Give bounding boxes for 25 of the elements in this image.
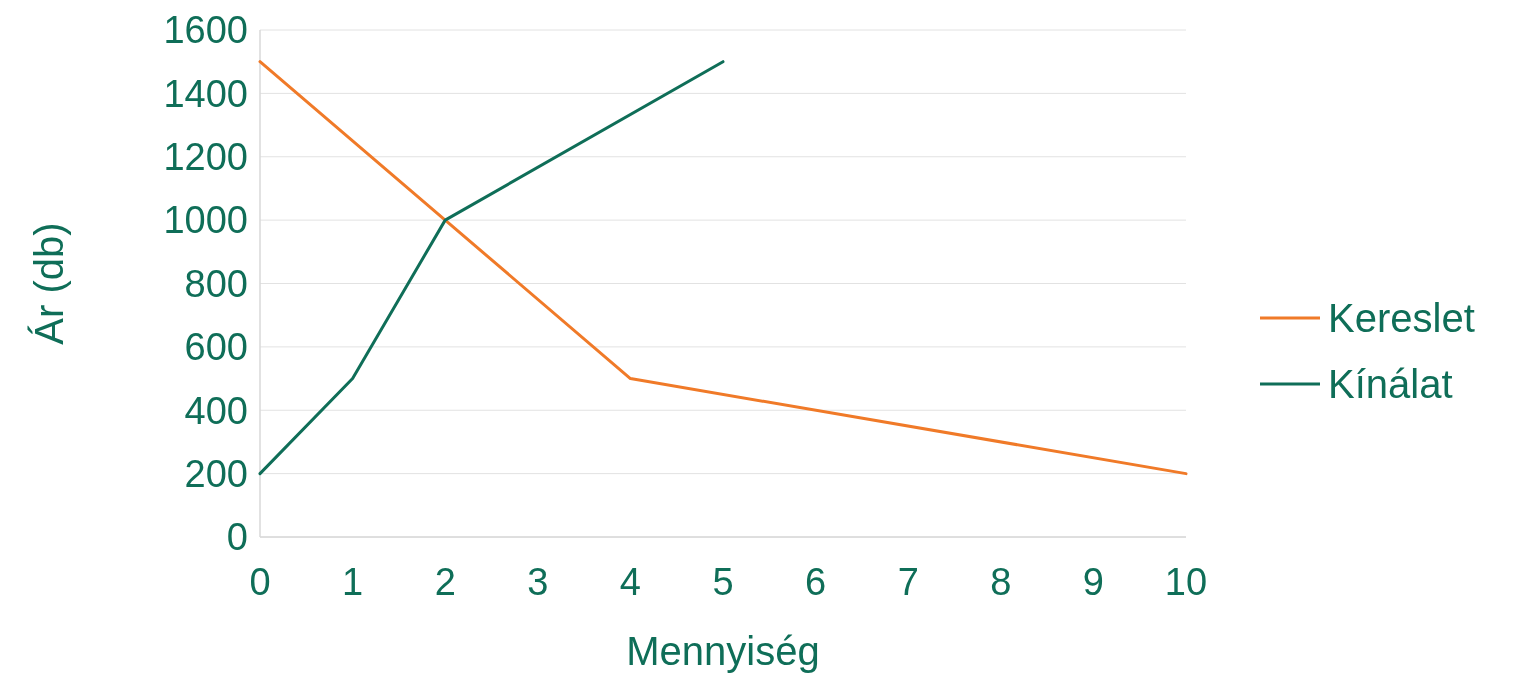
x-tick-label: 2 <box>434 561 456 603</box>
x-tick-label: 3 <box>527 561 549 603</box>
y-tick-label: 1400 <box>163 72 248 115</box>
x-tick-label: 1 <box>342 561 364 603</box>
y-tick-label: 1600 <box>163 9 248 52</box>
legend-label: Kereslet <box>1328 296 1475 340</box>
y-tick-label: 1000 <box>163 199 248 242</box>
y-tick-label: 0 <box>226 516 248 559</box>
x-axis-title: Mennyiség <box>626 629 820 673</box>
y-tick-label: 800 <box>184 262 248 305</box>
x-tick-label: 4 <box>619 561 641 603</box>
x-tick-label: 8 <box>990 561 1012 603</box>
y-tick-label: 400 <box>184 389 248 432</box>
legend-label: Kínálat <box>1328 362 1453 406</box>
y-tick-label: 1200 <box>163 136 248 179</box>
x-tick-label: 5 <box>712 561 734 603</box>
line-series <box>258 60 725 476</box>
line-series <box>258 60 1188 476</box>
y-axis-title: Ár (db) <box>27 222 71 345</box>
x-tick-label: 9 <box>1082 561 1104 603</box>
x-tick-label: 10 <box>1164 561 1208 603</box>
y-tick-label: 600 <box>184 326 248 369</box>
x-tick-label: 7 <box>897 561 919 603</box>
x-tick-label: 6 <box>805 561 827 603</box>
y-tick-label: 200 <box>184 452 248 495</box>
